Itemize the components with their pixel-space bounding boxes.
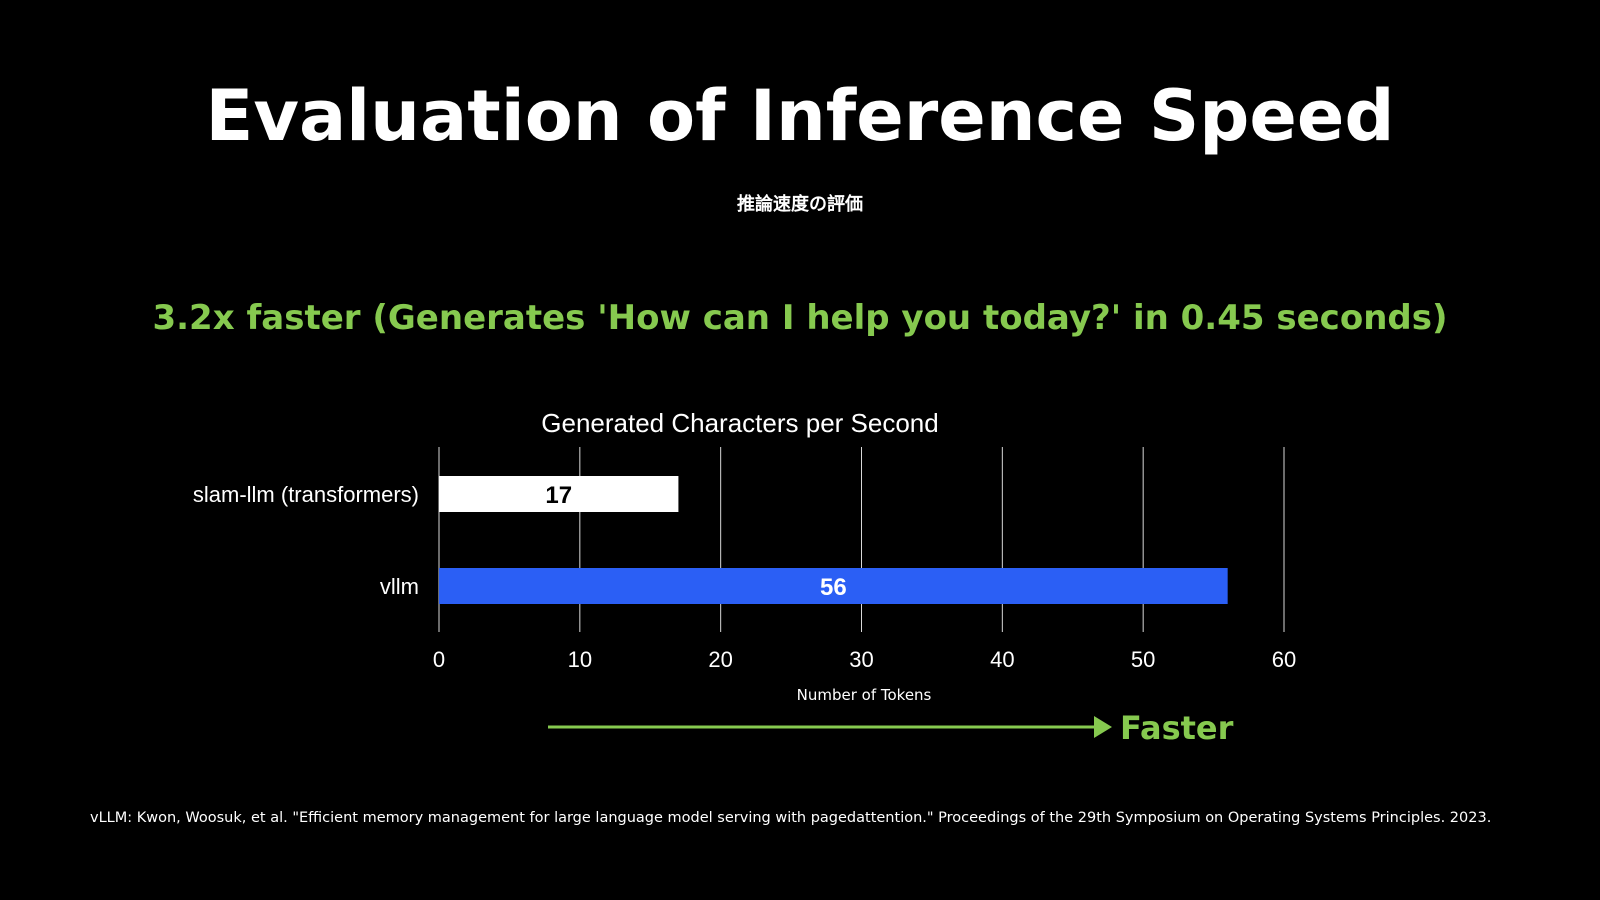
x-tick-label: 10	[568, 647, 592, 672]
x-axis-label: Number of Tokens	[797, 686, 932, 704]
x-tick-label: 60	[1272, 647, 1296, 672]
chart-title: Generated Characters per Second	[541, 408, 938, 438]
bar	[439, 476, 679, 512]
category-label: slam-llm (transformers)	[193, 482, 419, 507]
slide-title: Evaluation of Inference Speed	[205, 75, 1395, 157]
x-tick-labels: 0 10 20 30 40 50 60	[433, 647, 1296, 672]
x-tick-label: 0	[433, 647, 445, 672]
x-tick-label: 20	[708, 647, 732, 672]
category-labels: slam-llm (transformers) vllm	[193, 482, 419, 599]
x-tick-label: 30	[849, 647, 873, 672]
faster-arrow-head	[1094, 716, 1112, 738]
citation: vLLM: Kwon, Woosuk, et al. "Efficient me…	[90, 810, 1492, 826]
gridlines	[438, 447, 1285, 632]
speedup-headline: 3.2x faster (Generates 'How can I help y…	[152, 298, 1448, 338]
category-label: vllm	[380, 574, 419, 599]
bar-data-label: 17	[545, 482, 572, 509]
x-tick-label: 50	[1131, 647, 1155, 672]
slide-subtitle: 推論速度の評価	[737, 194, 863, 215]
x-tick-label: 40	[990, 647, 1014, 672]
faster-label: Faster	[1120, 709, 1234, 747]
bar-data-label: 56	[820, 574, 847, 601]
bar	[439, 568, 1228, 604]
